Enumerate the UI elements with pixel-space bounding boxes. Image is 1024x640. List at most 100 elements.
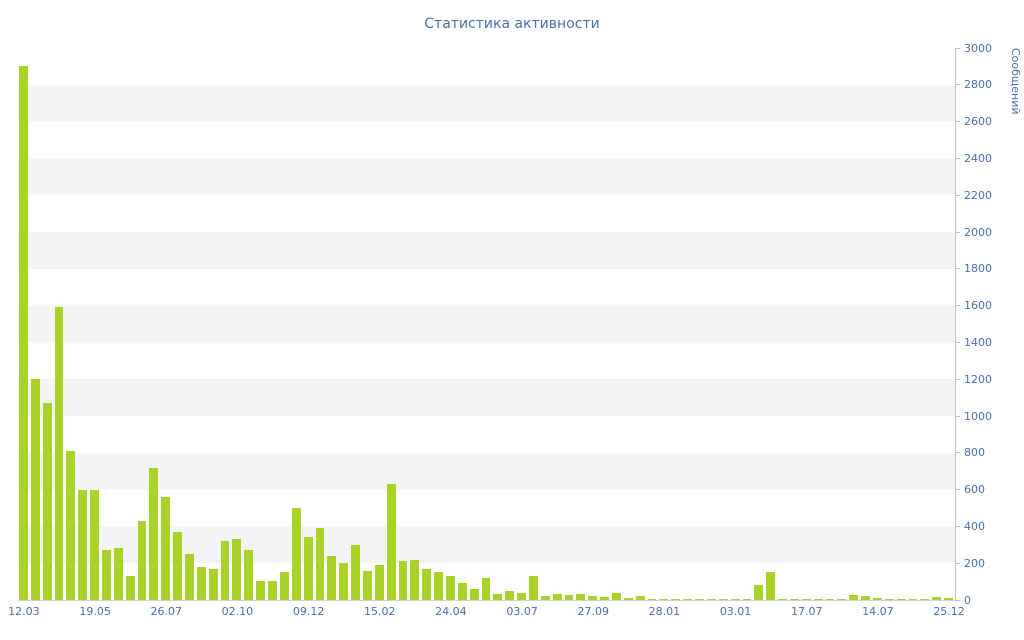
bar [671, 598, 681, 600]
y-axis-tick-label: 0 [964, 593, 971, 607]
bar [279, 572, 289, 600]
bar [635, 596, 645, 600]
bar [706, 599, 716, 600]
bar [42, 403, 52, 600]
tick-mark [956, 84, 960, 86]
bar [102, 550, 111, 600]
tick-mark [956, 47, 960, 49]
x-axis-label: 03.07 [506, 605, 538, 618]
bar [208, 568, 218, 600]
bar [730, 599, 740, 600]
bar [695, 599, 704, 600]
bar [303, 537, 313, 600]
bar [932, 597, 942, 600]
tick-mark [956, 562, 960, 564]
bar [659, 599, 669, 600]
tick-mark [956, 341, 960, 343]
bar [457, 583, 467, 600]
bar [422, 568, 432, 600]
bar [849, 595, 859, 600]
bar [113, 548, 123, 600]
bar [872, 598, 882, 600]
bar [505, 590, 515, 600]
bar [161, 496, 171, 600]
y-axis-tick-label: 600 [964, 483, 985, 497]
y-axis-tick-label: 2200 [964, 188, 992, 202]
tick-mark [956, 378, 960, 380]
x-axis-label: 27.09 [577, 605, 609, 618]
bar [125, 576, 135, 600]
x-axis-label: 19.05 [79, 605, 111, 618]
y-axis: 0 200 400 600 800 1000 1200 1400 1600 1800 2000 220… [956, 43, 1000, 606]
bar [766, 572, 776, 600]
x-axis-label: 28.01 [648, 605, 681, 618]
x-axis-label: 15.02 [364, 605, 396, 618]
bar [291, 508, 301, 600]
y-axis-tick-label: 200 [964, 556, 985, 570]
bar [896, 599, 906, 600]
y-axis-tick-label: 2800 [964, 78, 992, 92]
bar [493, 594, 503, 600]
bar [825, 599, 835, 600]
bar [540, 596, 550, 600]
bar [884, 599, 894, 600]
y-axis-tick-label: 1200 [964, 372, 992, 386]
bar [481, 577, 491, 600]
tick-mark [956, 194, 960, 196]
bar [517, 592, 526, 600]
y-axis-tick-label: 400 [964, 519, 985, 533]
bar [434, 572, 443, 600]
bar [920, 599, 930, 600]
bar [576, 594, 586, 600]
bar [944, 598, 953, 600]
y-axis-tick-label: 3000 [964, 41, 992, 55]
y-axis-tick-label: 1400 [964, 335, 992, 349]
bar [529, 576, 538, 600]
bar [339, 563, 349, 600]
x-axis-label: 25.12 [933, 605, 965, 618]
x-axis-label: 03.01 [719, 605, 752, 618]
bar [220, 541, 230, 600]
bar [683, 599, 693, 600]
bar [78, 489, 88, 600]
y-axis-tick-label: 1000 [964, 409, 992, 423]
x-axis-label: 17.07 [790, 605, 823, 618]
y-axis-tick-label: 1800 [964, 262, 992, 276]
x-axis: 12.03 19.05 26.07 02.10 09.12 15.02 24.04 03.07… [8, 601, 965, 621]
bar [66, 450, 76, 600]
bar [754, 585, 764, 600]
x-axis-label: 02.10 [221, 605, 254, 618]
y-axis-title: Сообщений [1009, 48, 1022, 115]
tick-mark [956, 305, 960, 307]
bar [552, 594, 562, 600]
y-axis-tick-label: 2600 [964, 115, 992, 129]
bar [256, 580, 266, 600]
bar [362, 570, 372, 600]
bar [789, 598, 799, 600]
tick-mark [956, 599, 960, 601]
bar [813, 599, 823, 600]
x-axis-label: 26.07 [150, 605, 183, 618]
tick-mark [956, 231, 960, 233]
y-axis-tick-label: 2000 [964, 225, 992, 239]
bar [268, 580, 277, 600]
bar [469, 588, 479, 600]
plot-area [18, 48, 956, 601]
tick-mark [956, 268, 960, 270]
bar [185, 554, 194, 600]
tick-mark [956, 452, 960, 454]
bar [374, 565, 384, 600]
bar [196, 566, 206, 600]
tick-mark [956, 415, 960, 417]
chart-title: Статистика активности [424, 16, 600, 32]
y-axis-tick-label: 2400 [964, 151, 992, 165]
bar [351, 544, 360, 600]
bar [861, 596, 870, 600]
bar [564, 595, 574, 600]
tick-mark [956, 525, 960, 527]
bar [647, 599, 657, 600]
tick-mark [956, 157, 960, 159]
bar [612, 592, 621, 600]
bar [801, 599, 811, 600]
bar [327, 555, 337, 600]
